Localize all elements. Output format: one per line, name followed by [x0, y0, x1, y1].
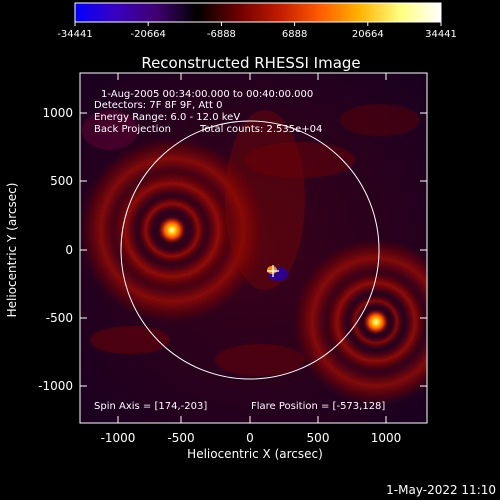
spin-axis-cross-icon: [267, 265, 279, 277]
plot-frame: [79, 72, 428, 424]
flare-position-label: Flare Position = [-573,128]: [251, 401, 385, 412]
y-axis-label: Heliocentric Y (arcsec): [5, 183, 19, 318]
flare-source-2: [363, 309, 389, 335]
x-tick-label: -500: [167, 431, 194, 445]
info-time-range: 1-Aug-2005 00:34:00.000 to 00:40:00.000: [101, 89, 313, 100]
colorbar-tick-label: 6888: [282, 29, 307, 40]
colorbar: [74, 2, 442, 23]
colorbar-tick-label: -6888: [207, 29, 236, 40]
info-method: Back Projection: [94, 124, 171, 135]
info-energy-range: Energy Range: 6.0 - 12.0 keV: [94, 112, 240, 123]
timestamp: 1-May-2022 11:10: [386, 483, 496, 497]
colorbar-tick-label: 34441: [425, 29, 457, 40]
y-tick-label: 1000: [42, 106, 73, 120]
x-axis-label: Heliocentric X (arcsec): [187, 447, 323, 461]
y-axis-tick-labels: 1000 500 0 -500 -1000: [38, 106, 73, 393]
y-tick-label: 0: [65, 243, 73, 257]
colorbar-tick-label: -20664: [130, 29, 165, 40]
colorbar-tick-label: 20664: [352, 29, 384, 40]
colorbar-tick-label: -34441: [57, 29, 92, 40]
spin-axis-label: Spin Axis = [174,-203]: [94, 401, 207, 412]
x-tick-label: -1000: [101, 431, 136, 445]
observation-info: 1-Aug-2005 00:34:00.000 to 00:40:00.000 …: [94, 89, 322, 135]
y-tick-label: -1000: [38, 379, 73, 393]
solar-limb-circle: [120, 120, 380, 380]
info-total-counts: Total counts: 2.535e+04: [199, 124, 322, 135]
heliocentric-image: [80, 73, 427, 423]
x-tick-label: 0: [246, 431, 254, 445]
x-axis-ticks: [117, 73, 387, 423]
colorbar-ticks: -34441 -20664 -6888 6888 20664 34441: [57, 22, 457, 40]
flare-source-1: [158, 216, 186, 244]
y-tick-label: 500: [50, 174, 73, 188]
y-tick-label: -500: [46, 311, 73, 325]
plot-title: Reconstructed RHESSI Image: [141, 54, 360, 72]
y-axis-ticks: [80, 112, 427, 387]
x-tick-label: 500: [307, 431, 330, 445]
x-axis-tick-labels: -1000 -500 0 500 1000: [101, 431, 402, 445]
info-detectors: Detectors: 7F 8F 9F, Att 0: [94, 100, 222, 111]
x-tick-label: 1000: [371, 431, 402, 445]
